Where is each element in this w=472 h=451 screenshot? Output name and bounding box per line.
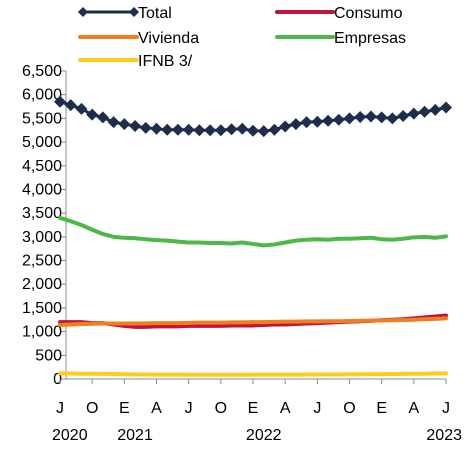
series-ifnb-3	[58, 371, 448, 377]
data-point	[171, 123, 184, 136]
data-point	[182, 123, 195, 136]
x-year-label: 2022	[246, 427, 282, 444]
legend-label: Total	[138, 5, 172, 22]
data-point	[214, 124, 227, 137]
y-tick-label: 3,000	[22, 229, 62, 246]
data-point	[386, 112, 399, 125]
data-point	[193, 124, 206, 137]
y-tick-label: 1,000	[22, 324, 62, 341]
legend-item-ifnb-3: IFNB 3/	[78, 53, 193, 70]
y-tick-label: 500	[35, 347, 62, 364]
y-tick-label: 2,500	[22, 253, 62, 270]
data-point	[364, 110, 377, 123]
data-point	[161, 123, 174, 136]
legend-item-empresas: Empresas	[275, 30, 406, 47]
x-axis: J O E A J O E A J O E A J 2020 2021 2022 2023	[52, 378, 462, 444]
y-axis: 0 500 1,000 1,500 2,000 2,500 3,000 3,500 4,000 4…	[22, 63, 67, 388]
x-year-label: 2020	[52, 427, 88, 444]
data-point	[225, 123, 238, 136]
x-month-label: J	[185, 400, 193, 417]
legend-marker	[78, 7, 88, 17]
data-point	[150, 122, 163, 135]
x-month-label: E	[119, 400, 130, 417]
y-tick-label: 6,000	[22, 87, 62, 104]
legend-label: Empresas	[334, 30, 406, 47]
data-point	[375, 111, 388, 124]
data-point	[407, 107, 420, 120]
plot-series	[54, 95, 452, 377]
legend-item-consumo: Consumo	[275, 5, 403, 22]
data-point	[247, 124, 259, 137]
data-point	[139, 121, 152, 134]
y-tick-label: 5,500	[22, 110, 62, 127]
data-point	[86, 108, 99, 121]
data-point	[429, 103, 442, 116]
legend-item-vivienda: Vivienda	[78, 30, 199, 47]
x-month-label: O	[343, 400, 355, 417]
legend-marker	[129, 7, 139, 17]
data-point	[418, 105, 431, 118]
data-point	[332, 113, 345, 126]
series-line-ifnb-3	[58, 371, 448, 377]
data-point	[107, 116, 120, 129]
data-point	[354, 110, 367, 123]
legend: Total Consumo Vivienda Empresas IFNB 3/	[78, 5, 406, 70]
series-vivienda	[58, 316, 448, 327]
legend-label: Consumo	[334, 5, 403, 22]
x-month-label: A	[408, 400, 419, 417]
legend-label: Vivienda	[138, 30, 199, 47]
y-tick-label: 2,000	[22, 276, 62, 293]
x-month-label: E	[376, 400, 387, 417]
series-total	[54, 95, 452, 138]
data-point	[54, 95, 66, 108]
series-line-vivienda	[58, 316, 448, 327]
data-point	[118, 118, 131, 131]
data-point	[397, 110, 410, 123]
data-point	[236, 122, 249, 135]
y-tick-label: 4,000	[22, 181, 62, 198]
data-point	[64, 99, 77, 112]
data-point	[289, 118, 302, 131]
data-point	[322, 114, 335, 127]
data-point	[343, 112, 356, 125]
data-point	[75, 102, 88, 115]
y-tick-label: 6,500	[22, 63, 62, 80]
series-empresas	[58, 215, 448, 248]
x-month-label: A	[280, 400, 291, 417]
y-tick-label: 0	[53, 371, 62, 388]
legend-item-total: Total	[78, 5, 172, 22]
x-year-label: 2023	[426, 427, 462, 444]
data-point	[96, 111, 109, 124]
data-point	[268, 123, 281, 136]
data-point	[279, 120, 292, 133]
y-tick-label: 5,000	[22, 134, 62, 151]
x-month-label: J	[442, 400, 450, 417]
legend-label: IFNB 3/	[138, 53, 193, 70]
data-point	[311, 115, 324, 128]
x-year-label: 2021	[117, 427, 153, 444]
data-point	[257, 125, 270, 138]
x-month-label: J	[313, 400, 321, 417]
x-month-label: O	[215, 400, 227, 417]
x-month-label: A	[151, 400, 162, 417]
x-month-label: O	[86, 400, 98, 417]
data-point	[129, 119, 142, 132]
data-point	[204, 124, 217, 137]
series-line-empresas	[58, 215, 448, 248]
y-tick-label: 3,500	[22, 205, 62, 222]
x-month-label: J	[56, 400, 64, 417]
x-month-label: E	[248, 400, 259, 417]
data-point	[300, 116, 313, 129]
y-tick-label: 1,500	[22, 300, 62, 317]
y-tick-label: 4,500	[22, 158, 62, 175]
data-point	[440, 101, 452, 114]
